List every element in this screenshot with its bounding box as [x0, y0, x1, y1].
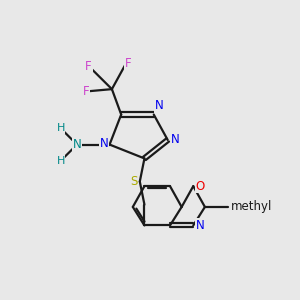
Text: F: F: [85, 59, 92, 73]
Text: methyl: methyl: [230, 200, 272, 213]
Text: N: N: [73, 138, 81, 151]
Text: H: H: [57, 123, 65, 134]
Text: N: N: [155, 99, 164, 112]
Text: F: F: [125, 57, 131, 70]
Text: S: S: [130, 175, 137, 188]
Text: N: N: [171, 134, 180, 146]
Text: O: O: [196, 180, 205, 193]
Text: H: H: [57, 156, 65, 166]
Text: N: N: [196, 219, 204, 232]
Text: F: F: [83, 85, 90, 98]
Text: N: N: [100, 137, 108, 150]
